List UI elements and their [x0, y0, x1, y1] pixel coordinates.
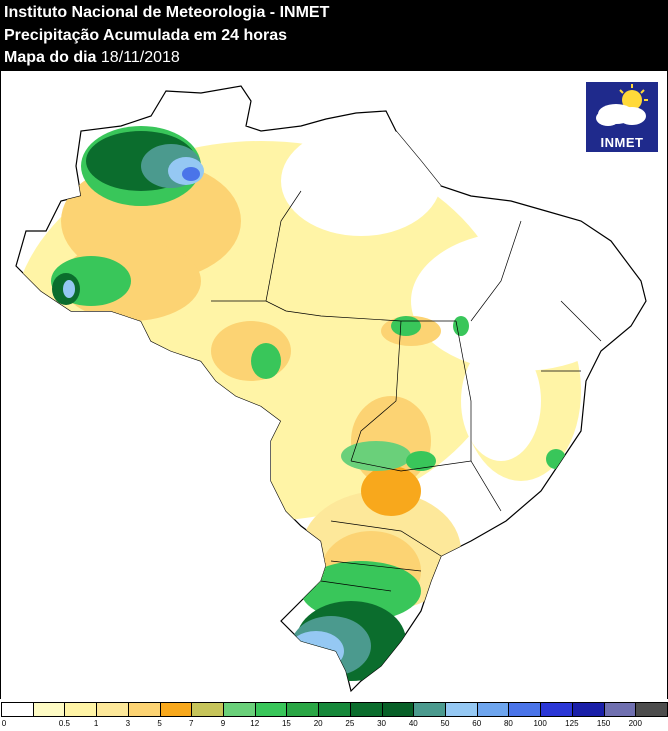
legend-label: 125 [565, 719, 579, 728]
legend-swatch [413, 702, 446, 717]
legend-swatch [445, 702, 478, 717]
legend-label: 30 [377, 719, 387, 728]
legend-label: 12 [250, 719, 260, 728]
map-frame [0, 71, 668, 699]
legend-swatch [1, 702, 34, 717]
legend-label: 50 [440, 719, 450, 728]
inmet-logo: INMET [586, 82, 658, 152]
legend-swatch [635, 702, 668, 717]
legend-label: 15 [281, 719, 291, 728]
legend-swatch [603, 702, 637, 717]
title-bar: Instituto Nacional de Meteorologia - INM… [0, 0, 668, 71]
precipitation-legend: 0 0.5 1 3 5 7 9 12 15 20 25 30 40 50 60 80 100 125 150 200 [0, 700, 668, 731]
legend-swatch [96, 702, 129, 717]
legend-label: 100 [533, 719, 547, 728]
legend-swatch [349, 702, 383, 717]
map-date-line: Mapa do dia 18/11/2018 [4, 49, 180, 67]
legend-swatch [571, 702, 605, 717]
precipitation-fields [16, 126, 631, 681]
date-prefix: Mapa do dia [4, 49, 97, 66]
legend-swatch [159, 702, 193, 717]
legend-label: 80 [503, 719, 513, 728]
precipitation-map [15, 85, 647, 693]
legend-swatches [0, 702, 668, 717]
legend-label: 25 [345, 719, 355, 728]
legend-swatch [127, 702, 161, 717]
legend-swatch [318, 702, 351, 717]
legend-swatch [191, 702, 224, 717]
legend-swatch [381, 702, 415, 717]
legend-label: 0 [1, 719, 7, 728]
legend-label: 200 [628, 719, 642, 728]
legend-swatch [540, 702, 573, 717]
legend-swatch [32, 702, 66, 717]
legend-label: 1 [93, 719, 99, 728]
legend-swatch [64, 702, 98, 717]
legend-label: 20 [313, 719, 323, 728]
product-title: Precipitação Acumulada em 24 horas [4, 27, 288, 44]
legend-swatch [286, 702, 320, 717]
legend-label: 5 [157, 719, 162, 728]
legend-swatch [223, 702, 256, 717]
logo-text: INMET [600, 135, 644, 150]
legend-swatch [476, 702, 510, 717]
legend-label: 60 [472, 719, 482, 728]
legend-swatch [508, 702, 542, 717]
legend-label: 9 [220, 719, 226, 728]
legend-label: 7 [189, 719, 194, 728]
legend-label: 40 [408, 719, 418, 728]
legend-label: 3 [125, 719, 131, 728]
institution-title: Instituto Nacional de Meteorologia - INM… [4, 4, 330, 21]
legend-label: 150 [596, 719, 611, 728]
state-borders [211, 190, 602, 592]
legend-swatch [254, 702, 288, 717]
legend-label: 0.5 [58, 719, 70, 728]
date-value: 18/11/2018 [100, 49, 180, 66]
weather-cloud-sun-icon [596, 84, 648, 126]
